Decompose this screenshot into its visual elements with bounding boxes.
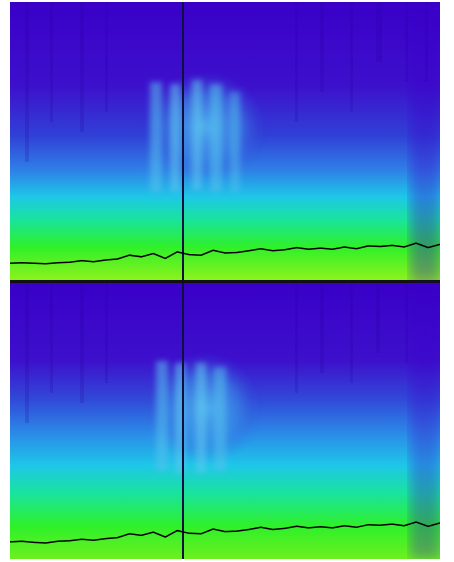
signal-ridge-top — [145, 72, 265, 192]
panel-separator — [10, 280, 440, 283]
spectrogram-panel-top — [10, 2, 440, 280]
trace-line-top — [10, 242, 440, 265]
signal-ridge-bottom — [150, 353, 260, 473]
spectrogram-svg — [10, 2, 440, 559]
spectrogram-figure — [10, 2, 440, 559]
trace-line-bottom — [10, 521, 440, 544]
spectrogram-panel-bottom — [10, 283, 440, 559]
